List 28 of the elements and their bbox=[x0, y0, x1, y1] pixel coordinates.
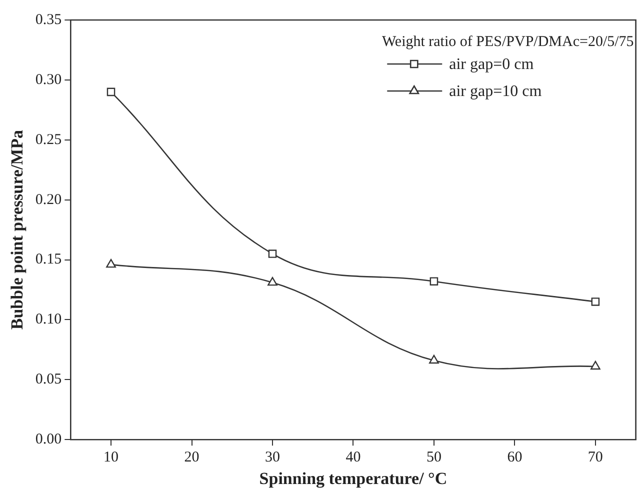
point bbox=[268, 276, 278, 286]
x-tick-label: 10 bbox=[104, 450, 119, 466]
point bbox=[106, 258, 116, 268]
y-tick-label: 0.15 bbox=[35, 252, 62, 268]
legend-label: air gap=0 cm bbox=[449, 56, 534, 74]
y-tick-label: 0.00 bbox=[35, 432, 62, 448]
y-tick-label: 0.05 bbox=[35, 372, 62, 388]
y-tick-label: 0.30 bbox=[35, 72, 62, 88]
point bbox=[430, 277, 438, 286]
point bbox=[268, 250, 277, 258]
legend-label: air gap=10 cm bbox=[449, 83, 542, 100]
x-tick-label: 50 bbox=[426, 450, 442, 466]
x-axis-title: Spinning temperature/ °C bbox=[259, 469, 448, 488]
x-tick-label: 30 bbox=[264, 450, 280, 466]
annotation: Weight ratio of PES/PVP/DMAc=20/5/75 bbox=[382, 34, 634, 50]
point bbox=[591, 298, 600, 306]
y-tick-label: 0.35 bbox=[35, 12, 62, 28]
x-tick-label: 40 bbox=[346, 450, 361, 466]
point bbox=[429, 354, 439, 364]
y-axis-title: Bubble point pressure/MPa bbox=[8, 129, 27, 330]
x-tick-label: 70 bbox=[588, 450, 603, 466]
y-tick-label: 0.25 bbox=[35, 132, 62, 148]
y-tick-label: 0.20 bbox=[35, 192, 62, 208]
x-tick-label: 60 bbox=[507, 450, 522, 466]
point bbox=[590, 360, 600, 370]
y-tick-label: 0.10 bbox=[35, 312, 62, 328]
x-tick-label: 20 bbox=[184, 450, 200, 466]
point bbox=[106, 88, 116, 96]
